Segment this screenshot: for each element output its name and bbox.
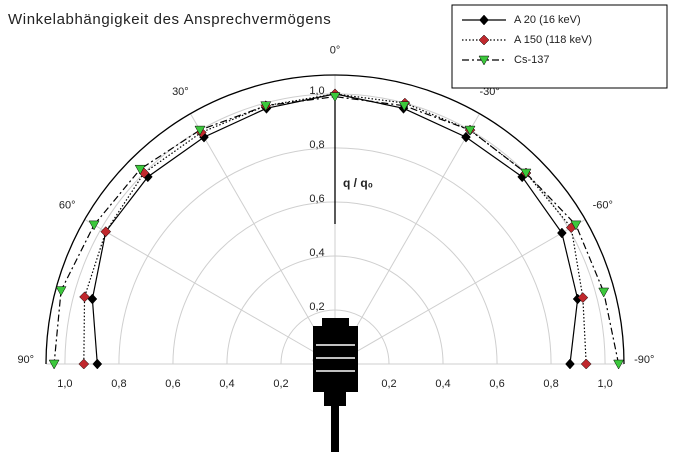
angle-tick-label: 90° bbox=[17, 354, 34, 366]
legend-label: A 150 (118 keV) bbox=[514, 34, 592, 46]
r-tick-label: 0,2 bbox=[273, 378, 288, 390]
r-tick-label: 0,6 bbox=[309, 193, 324, 205]
r-tick-label: 0,4 bbox=[435, 378, 450, 390]
angle-tick-label: -60° bbox=[593, 199, 613, 211]
r-tick-label: 0,4 bbox=[309, 247, 324, 259]
marker bbox=[56, 287, 66, 296]
marker bbox=[88, 294, 97, 304]
angle-tick-label: 0° bbox=[330, 45, 341, 57]
r-tick-label: 0,6 bbox=[489, 378, 504, 390]
legend-label: Cs-137 bbox=[514, 54, 549, 66]
marker bbox=[79, 359, 89, 369]
angle-tick-label: -90° bbox=[634, 354, 654, 366]
grid-spoke bbox=[335, 220, 585, 365]
r-tick-label: 0,8 bbox=[543, 378, 558, 390]
r-tick-label: 0,8 bbox=[309, 139, 324, 151]
r-tick-label: 1,0 bbox=[57, 378, 72, 390]
marker bbox=[101, 227, 111, 237]
legend-label: A 20 (16 keV) bbox=[514, 14, 581, 26]
r-tick-label: 1,0 bbox=[309, 85, 324, 97]
marker bbox=[565, 359, 574, 369]
r-tick-label: 0,4 bbox=[219, 378, 234, 390]
angle-tick-label: 60° bbox=[59, 199, 76, 211]
grid-spoke bbox=[85, 220, 335, 365]
r-tick-label: 1,0 bbox=[597, 378, 612, 390]
angle-tick-label: 30° bbox=[172, 86, 189, 98]
chart: Winkelabhängigkeit des Ansprechvermögens… bbox=[0, 0, 673, 452]
r-tick-label: 0,8 bbox=[111, 378, 126, 390]
chart-title: Winkelabhängigkeit des Ansprechvermögens bbox=[8, 11, 331, 28]
r-tick-label: 0,2 bbox=[381, 378, 396, 390]
marker bbox=[80, 292, 90, 302]
r-tick-label: 0,6 bbox=[165, 378, 180, 390]
marker bbox=[89, 221, 99, 230]
r-tick-label: 0,2 bbox=[309, 301, 324, 313]
marker bbox=[581, 359, 591, 369]
marker bbox=[599, 288, 609, 297]
r-axis-label: q / q₀ bbox=[343, 176, 373, 190]
marker bbox=[93, 359, 102, 369]
probe-icon bbox=[313, 318, 358, 452]
